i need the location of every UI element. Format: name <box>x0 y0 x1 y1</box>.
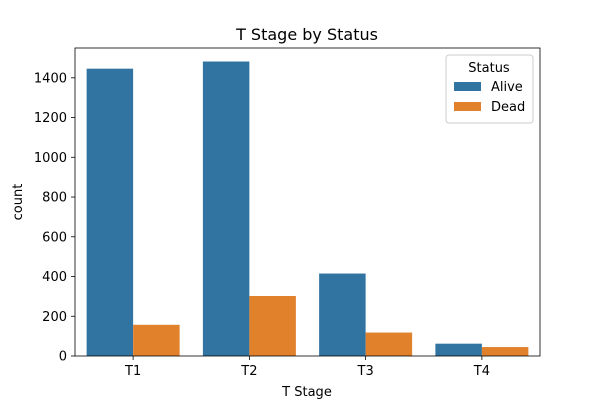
legend-swatch-alive <box>454 82 481 91</box>
bar-alive-t4 <box>435 343 482 356</box>
x-tick-label: T2 <box>240 364 257 379</box>
bar-dead-t1 <box>133 324 180 356</box>
x-tick-label: T3 <box>357 364 374 379</box>
x-axis-label: T Stage <box>281 385 332 400</box>
x-tick-label: T4 <box>473 364 490 379</box>
bar-alive-t2 <box>202 61 250 356</box>
bar-alive-t3 <box>319 273 366 356</box>
y-tick-label: 1400 <box>34 71 67 86</box>
y-tick-label: 400 <box>42 270 67 285</box>
legend-swatch-dead <box>454 102 481 111</box>
legend-title: Status <box>468 61 510 76</box>
y-axis-label: count <box>11 184 26 221</box>
bar-alive-t1 <box>86 68 134 357</box>
bars-group <box>86 61 529 357</box>
y-tick-label: 600 <box>42 230 67 245</box>
bar-dead-t2 <box>249 295 296 356</box>
x-axis-ticks: T1 T2 T3 T4 <box>124 356 490 379</box>
legend-label-alive: Alive <box>491 80 523 95</box>
y-tick-label: 1200 <box>34 111 67 126</box>
bar-dead-t3 <box>365 332 413 356</box>
y-tick-label: 200 <box>42 310 67 325</box>
chart-title: T Stage by Status <box>235 25 378 44</box>
y-tick-label: 1000 <box>34 151 67 166</box>
legend-items: Alive Dead <box>454 80 525 115</box>
legend: Status Alive Dead <box>445 54 534 124</box>
y-tick-label: 800 <box>42 191 67 206</box>
y-axis-ticks: 0 200 400 600 800 1000 1200 1400 <box>34 71 75 365</box>
x-tick-label: T1 <box>124 364 141 379</box>
y-tick-label: 0 <box>59 350 67 365</box>
legend-label-dead: Dead <box>491 100 525 115</box>
bar-dead-t4 <box>481 347 529 356</box>
plot-frame <box>74 47 541 357</box>
